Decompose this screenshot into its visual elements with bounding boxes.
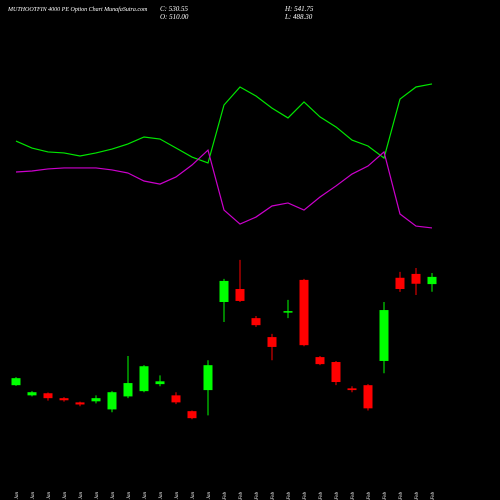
x-tick-label: 28 Jan	[175, 492, 180, 500]
x-tick-label: 17 Feb	[415, 492, 420, 500]
x-tick-label: 12 Feb	[367, 492, 372, 500]
x-tick-label: 01 Feb	[223, 492, 228, 500]
candle-body	[267, 337, 277, 347]
x-tick-label: 12 Jan	[15, 492, 20, 500]
x-tick-label: 30 Jan	[207, 492, 212, 500]
candle-body	[91, 398, 101, 402]
stat-high: H: 541.75	[284, 5, 314, 13]
candle-body	[171, 395, 181, 403]
candle-body	[251, 318, 261, 326]
candle-body	[11, 378, 21, 386]
x-tick-label: 10 Feb	[335, 492, 340, 500]
indicator-line	[15, 83, 433, 164]
candle-body	[363, 385, 373, 409]
x-tick-label: 18 Feb	[431, 492, 436, 500]
x-tick-label: 16 Feb	[399, 492, 404, 500]
x-tick-label: 13 Feb	[383, 492, 388, 500]
x-tick-label: 03 Feb	[255, 492, 260, 500]
x-tick-label: 02 Feb	[239, 492, 244, 500]
candle-body	[347, 388, 357, 391]
candle-body	[427, 276, 437, 285]
x-tick-label: 20 Jan	[95, 492, 100, 500]
x-tick-label: 27 Jan	[159, 492, 164, 500]
x-tick-label: 16 Jan	[63, 492, 68, 500]
candle-body	[75, 402, 85, 405]
candle-body	[411, 273, 421, 284]
candle-body	[155, 381, 165, 385]
x-tick-label: 14 Jan	[47, 492, 52, 500]
x-tick-label: 19 Jan	[79, 492, 84, 500]
x-tick-label: 11 Feb	[351, 492, 356, 500]
x-tick-label: 29 Jan	[191, 492, 196, 500]
stat-low: L: 488.30	[284, 13, 313, 21]
x-tick-label: 22 Jan	[127, 492, 132, 500]
candle-body	[27, 392, 37, 396]
candle-body	[379, 310, 389, 361]
x-tick-label: 09 Feb	[319, 492, 324, 500]
x-tick-label: 06 Feb	[303, 492, 308, 500]
stat-open: O: 510.00	[160, 13, 189, 21]
candle-body	[331, 362, 341, 383]
x-tick-label: 04 Feb	[271, 492, 276, 500]
candle-body	[43, 393, 53, 399]
x-tick-label: 05 Feb	[287, 492, 292, 500]
candle-body	[299, 279, 309, 346]
candle-body	[395, 277, 405, 290]
candle-body	[59, 398, 69, 401]
chart-title: MUTHOOTFIN 4000 PE Option Chart MunafaSu…	[7, 6, 148, 13]
candle-body	[283, 311, 293, 313]
candle-body	[203, 365, 213, 391]
stat-close: C: 530.55	[160, 5, 189, 13]
candle-body	[219, 280, 229, 302]
candle-body	[315, 357, 325, 365]
candle-body	[235, 289, 245, 301]
indicator-line	[15, 148, 433, 229]
candle-body	[187, 411, 197, 419]
x-tick-label: 21 Jan	[111, 492, 116, 500]
x-tick-label: 13 Jan	[31, 492, 36, 500]
candle-body	[123, 383, 133, 397]
candle-body	[139, 366, 149, 392]
x-tick-label: 23 Jan	[143, 492, 148, 500]
candle-body	[107, 392, 117, 410]
